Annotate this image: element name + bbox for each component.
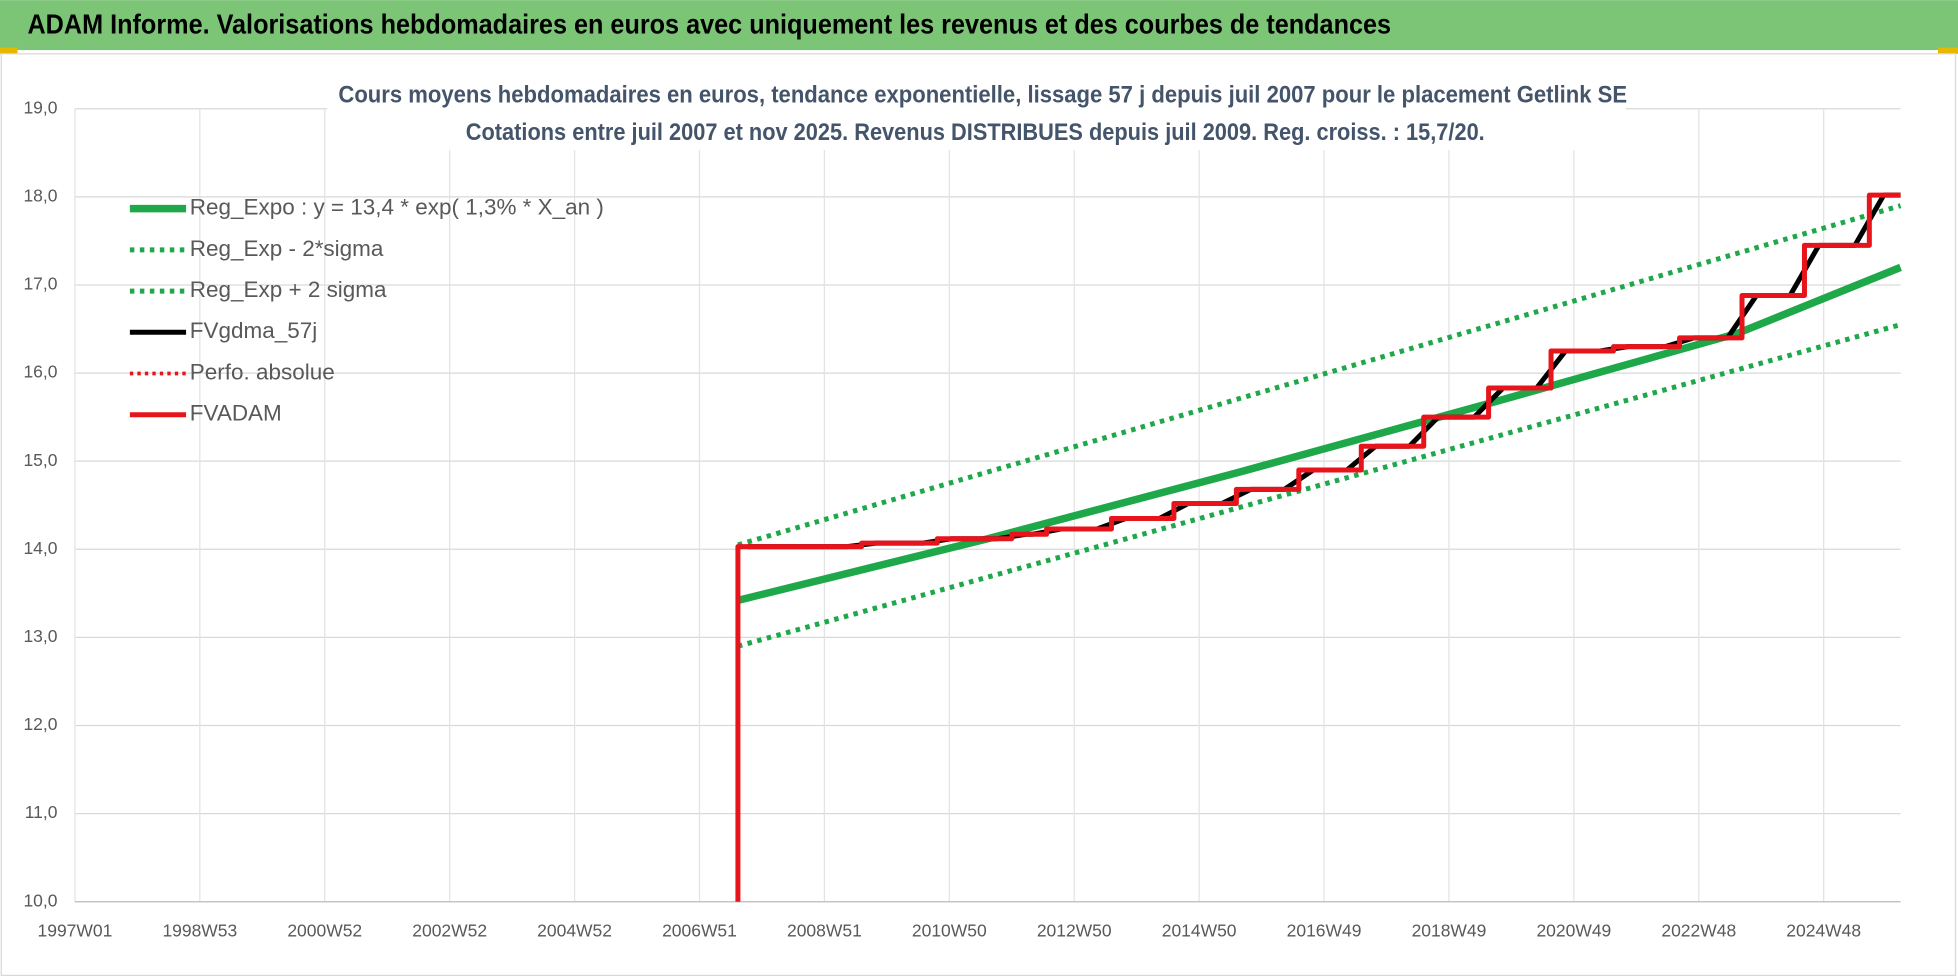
y-tick-label: 14,0 [23, 538, 57, 558]
plot [735, 192, 1902, 902]
x-tick-label: 2012W50 [1037, 920, 1112, 940]
legend-label: FVgdma_57j [190, 318, 317, 343]
x-tick-label: 2010W50 [912, 920, 987, 940]
x-tick-label: 2014W50 [1162, 920, 1237, 940]
x-tick-label: 2024W48 [1786, 920, 1861, 940]
chart-frame [0, 53, 1957, 977]
y-tick-label: 17,0 [23, 274, 57, 294]
corner-right [1938, 47, 1958, 54]
series-line [737, 263, 1902, 605]
x-tick-label: 2002W52 [412, 920, 487, 940]
title-box [327, 77, 1626, 150]
series-line [737, 203, 1902, 548]
y-tick-label: 13,0 [23, 626, 57, 646]
legend-label: FVADAM [190, 401, 282, 426]
y-tick-label: 16,0 [23, 362, 57, 382]
chart-title: Cours moyens hebdomadaires en euros, ten… [338, 83, 1627, 109]
y-tick-label: 12,0 [23, 714, 57, 734]
series-line [737, 322, 1902, 649]
x-tick-label: 2000W52 [287, 920, 362, 940]
legend: Reg_Expo : y = 13,4 * exp( 1,3% * X_an )… [129, 195, 604, 426]
x-tick-label: 2006W51 [662, 920, 737, 940]
header-bar [0, 0, 1958, 51]
series-line [735, 192, 1901, 902]
y-tick-label: 19,0 [23, 97, 57, 117]
chart-subtitle: Cotations entre juil 2007 et nov 2025. R… [466, 120, 1485, 146]
x-tick-label: 2022W48 [1661, 920, 1736, 940]
grid: 10,0 11,0 12,0 13,0 14,0 15,0 16,0 17,0 18,0 19,0… [23, 97, 1901, 940]
header-title: ADAM Informe. Valorisations hebdomadaire… [27, 9, 1391, 40]
x-tick-label: 2008W51 [787, 920, 862, 940]
corner-left [0, 47, 18, 54]
legend-label: Perfo. absolue [190, 359, 335, 384]
y-tick-label: 15,0 [23, 450, 57, 470]
x-tick-label: 2004W52 [537, 920, 612, 940]
legend-label: Reg_Exp - 2*sigma [190, 236, 384, 261]
x-tick-label: 2016W49 [1287, 920, 1362, 940]
y-tick-label: 18,0 [23, 185, 57, 205]
y-tick-label: 11,0 [25, 802, 58, 822]
y-tick-label: 10,0 [23, 890, 57, 910]
x-tick-label: 2020W49 [1536, 920, 1611, 940]
x-tick-label: 1998W53 [162, 920, 237, 940]
legend-label: Reg_Exp + 2 sigma [190, 277, 387, 302]
legend-label: Reg_Expo : y = 13,4 * exp( 1,3% * X_an ) [190, 195, 604, 220]
x-tick-label: 1997W01 [38, 920, 113, 940]
x-tick-label: 2018W49 [1412, 920, 1487, 940]
